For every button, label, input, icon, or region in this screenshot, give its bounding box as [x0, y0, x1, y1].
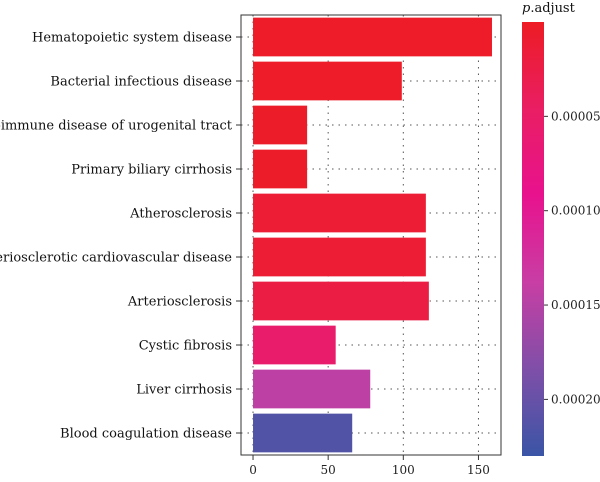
bar — [253, 325, 336, 365]
bar — [253, 61, 402, 101]
legend-tick-label: 0.00005 — [551, 109, 600, 123]
legend: p.adjust 0.00005 0.00010 0.00015 0.00020 — [522, 1, 600, 456]
legend-title-rest: .adjust — [530, 1, 575, 16]
category-label: Autoimmune disease of urogenital tract — [0, 119, 233, 134]
plot-panel-border — [240, 14, 502, 456]
legend-title-italic: p — [522, 1, 531, 16]
category-label: Liver cirrhosis — [136, 383, 232, 398]
legend-colorbar — [522, 22, 544, 456]
bar — [253, 237, 426, 277]
category-label: Atherosclerosis — [129, 207, 232, 222]
legend-title: p.adjust — [522, 1, 576, 16]
legend-tick-label: 0.00015 — [551, 298, 600, 312]
category-label: Bacterial infectious disease — [50, 75, 232, 90]
bar — [253, 105, 308, 145]
category-label: Blood coagulation disease — [60, 427, 232, 442]
bar — [253, 149, 308, 189]
category-label: Hematopoietic system disease — [32, 31, 232, 46]
legend-tick-label: 0.00020 — [551, 392, 600, 406]
bar — [253, 193, 426, 233]
x-tick-label: 150 — [467, 463, 490, 477]
category-label: Arteriosclerosis — [127, 295, 232, 310]
category-labels: Hematopoietic system disease Bacterial in… — [0, 31, 241, 442]
legend-tick-label: 0.00010 — [551, 204, 600, 218]
bar — [253, 17, 492, 57]
x-tick-label: 50 — [321, 463, 336, 477]
category-label: Arteriosclerotic cardiovascular disease — [0, 251, 232, 266]
category-label: Primary biliary cirrhosis — [71, 163, 232, 178]
bar — [253, 413, 353, 453]
x-tick-label: 0 — [249, 463, 257, 477]
bar — [253, 369, 371, 409]
x-tick-label: 100 — [392, 463, 415, 477]
bar — [253, 281, 429, 321]
x-axis-ticks: 0 50 100 150 — [249, 455, 490, 477]
bar-layer — [253, 17, 492, 453]
category-label: Cystic fibrosis — [139, 339, 232, 354]
